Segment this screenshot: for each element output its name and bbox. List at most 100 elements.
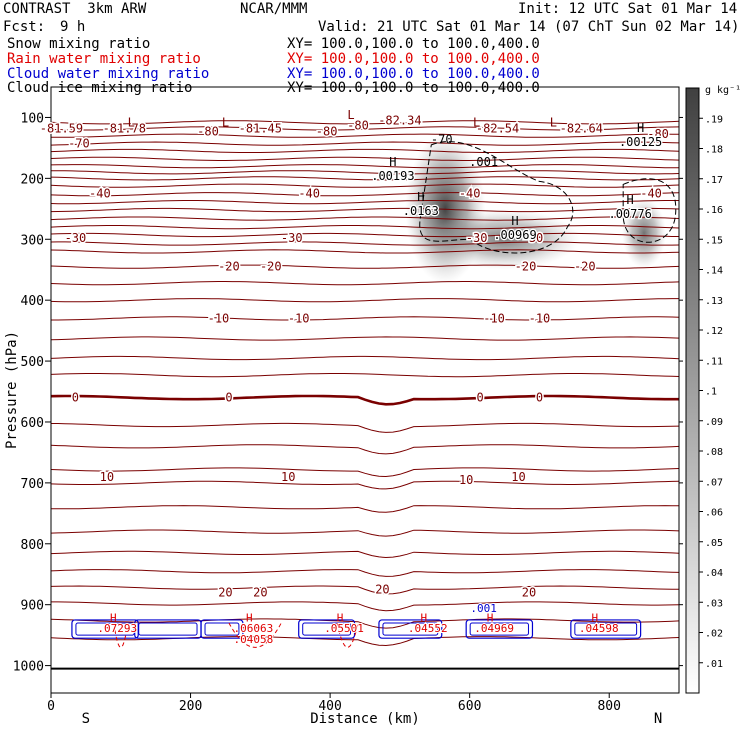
y-tick-label: 700 [21, 477, 44, 492]
temperature-contour [50, 336, 680, 341]
temperature-contour [50, 529, 680, 537]
cloud-ice-contour [622, 178, 677, 243]
temperature-contour [50, 264, 680, 269]
temperature-label: -20 [574, 260, 596, 274]
temperature-label: 0 [477, 391, 484, 405]
legend-snow-xy: XY= 100.0,100.0 to 100.0,400.0 [287, 36, 540, 52]
low-level-label: .001 [470, 602, 497, 615]
colorbar-label: .11 [705, 356, 723, 367]
legend-cloudwater-xy: XY= 100.0,100.0 to 100.0,400.0 [287, 66, 540, 82]
temperature-label: 10 [511, 470, 525, 484]
colorbar-label: .06 [705, 508, 723, 519]
temperature-label: -20 [515, 260, 537, 274]
legend-rain: Rain water mixing ratio [7, 51, 201, 67]
colorbar-label: .19 [705, 114, 723, 125]
colorbar-label: .12 [705, 326, 723, 337]
low-marker: L [473, 115, 480, 129]
snow-max-marker: H [417, 190, 424, 204]
colorbar-label: .1 [705, 387, 717, 398]
cloud-water-contour [302, 622, 352, 636]
temperature-contour [50, 148, 680, 153]
y-tick-label: 1000 [13, 660, 44, 675]
legend-rain-xy: XY= 100.0,100.0 to 100.0,400.0 [287, 51, 540, 67]
colorbar-label: .16 [705, 205, 723, 216]
legend-cloudwater: Cloud water mixing ratio [7, 66, 210, 82]
temperature-contour [50, 394, 679, 406]
temperature-contour [51, 133, 680, 138]
cloud-water-contour [574, 622, 638, 636]
low-marker: L [550, 115, 557, 129]
temperature-contour [50, 281, 680, 286]
rain-contour [113, 622, 129, 648]
fcst-value: 9 h [60, 19, 86, 35]
temperature-label: -10 [288, 311, 310, 325]
org-label: NCAR/MMM [240, 1, 308, 17]
temperature-contour [50, 164, 680, 169]
cloud-water-contour [378, 619, 443, 639]
low-level-max-marker: H [110, 612, 117, 625]
temperature-label: -30 [466, 231, 488, 245]
temperature-label: -20 [260, 260, 282, 274]
rain-contour [228, 622, 282, 648]
temperature-label: -40 [640, 187, 662, 201]
colorbar-label: .18 [705, 145, 723, 156]
x-axis-label: Distance (km) [310, 711, 420, 727]
cloud-ice-label: .001 [469, 155, 498, 169]
temperature-label: -81.45 [239, 121, 282, 135]
x-tick-label: 400 [318, 699, 341, 714]
temperature-contour [50, 298, 679, 303]
low-level-label: .07293 [97, 622, 137, 635]
temperature-contour [50, 200, 679, 205]
legend-snow: Snow mixing ratio [7, 36, 151, 52]
temperature-label: -80 [197, 124, 219, 138]
temperature-contour [51, 316, 680, 321]
low-level-max-marker: H [420, 612, 427, 625]
rain-contour [336, 622, 359, 648]
temperature-contour [51, 422, 680, 433]
y-tick-label: 800 [21, 538, 44, 553]
cloud-water-contour [469, 622, 529, 636]
temperature-label: 20 [253, 586, 267, 600]
snow-max-value: .00969 [493, 228, 536, 242]
temperature-label: -30 [522, 231, 544, 245]
temperature-label: 20 [218, 586, 232, 600]
temperature-label: 0 [72, 391, 79, 405]
temperature-contour [50, 467, 680, 478]
temperature-label: -40 [89, 187, 111, 201]
temperature-contour [50, 249, 680, 254]
y-tick-label: 100 [21, 111, 44, 126]
temperature-contour [50, 444, 680, 455]
temperature-label: -80 [647, 127, 669, 141]
x-tick-label: 0 [47, 699, 55, 714]
temperature-contour [50, 373, 680, 378]
temperature-label: -81.78 [103, 121, 146, 135]
temperature-contour [51, 505, 680, 513]
legend-cloudice-xy: XY= 100.0,100.0 to 100.0,400.0 [287, 80, 540, 96]
temperature-contour [50, 126, 680, 131]
temperature-label: 20 [375, 582, 389, 596]
plot-frame [50, 86, 680, 694]
colorbar-label: .02 [705, 629, 723, 640]
cloud-water-contour [465, 619, 534, 639]
low-level-label: .04969 [474, 622, 514, 635]
temperature-label: 10 [459, 473, 473, 487]
temperature-contour [50, 225, 680, 230]
y-tick-label: 200 [21, 172, 44, 187]
temperature-contour [50, 585, 679, 595]
temperature-label: 10 [100, 470, 114, 484]
colorbar-label: .03 [705, 598, 723, 609]
low-level-label: .04598 [579, 622, 619, 635]
low-marker: L [347, 108, 354, 122]
x-tick-label: 800 [597, 699, 620, 714]
temperature-label: -80 [347, 118, 369, 132]
temperature-label: 20 [522, 586, 536, 600]
temperature-contour [50, 636, 680, 647]
cloud-ice-contour [419, 141, 574, 254]
temperature-contour [50, 176, 680, 181]
snow-max-marker: H [389, 155, 396, 169]
temperature-label: -80 [316, 124, 338, 138]
temperature-label: -81.59 [40, 121, 83, 135]
temperature-contour [50, 216, 680, 221]
temperature-contour [51, 601, 680, 612]
low-marker: L [128, 115, 135, 129]
